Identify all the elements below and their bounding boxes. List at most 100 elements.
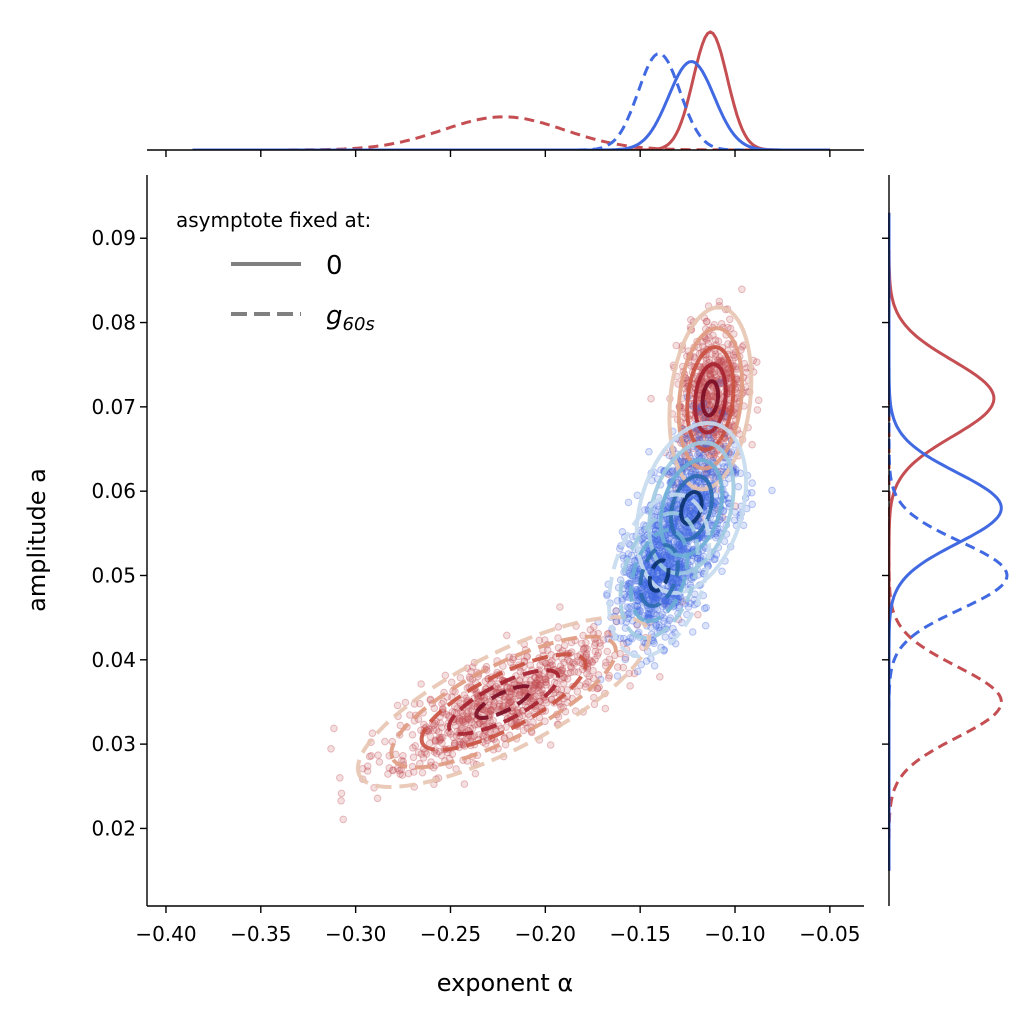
scatter-point [505, 699, 513, 708]
scatter-point [507, 687, 516, 696]
scatter-point [505, 693, 513, 702]
scatter-point [494, 685, 502, 693]
scatter-point [384, 770, 392, 778]
scatter-point [702, 356, 711, 364]
scatter-point [336, 774, 344, 782]
scatter-point [710, 448, 718, 457]
scatter-point [718, 567, 726, 576]
top-marginal-ticks [165, 150, 831, 157]
scatter-point [684, 603, 693, 611]
scatter-point [558, 666, 566, 675]
scatter-point [509, 655, 517, 664]
scatter-point [588, 657, 596, 666]
scatter-point [519, 726, 528, 735]
scatter-point [409, 753, 418, 762]
scatter-point [438, 700, 446, 708]
x-axis-label: exponent α [437, 969, 574, 997]
scatter-point [612, 607, 621, 615]
scatter-point [720, 361, 729, 369]
scatter-point [601, 704, 610, 713]
scatter-point [527, 696, 536, 705]
scatter-point [511, 689, 520, 698]
scatter-point [621, 655, 630, 664]
scatter-point [565, 657, 574, 666]
scatter-point [712, 352, 720, 361]
scatter-point [489, 716, 497, 725]
scatter-point [667, 554, 675, 563]
scatter-point [418, 768, 427, 777]
scatter-point [467, 667, 475, 676]
scatter-point [530, 686, 538, 694]
scatter-point [748, 440, 756, 449]
scatter-point [515, 677, 524, 685]
scatter-point [554, 634, 562, 642]
scatter-point [448, 750, 457, 759]
scatter-point [702, 317, 711, 326]
scatter-point [634, 667, 642, 676]
scatter-point [542, 678, 550, 686]
x-tick-label: −0.25 [420, 922, 481, 946]
scatter-point [726, 315, 734, 324]
scatter-point [613, 672, 622, 680]
scatter-point [460, 780, 469, 788]
scatter-point [516, 688, 525, 696]
scatter-point [526, 676, 535, 685]
scatter-point [464, 707, 473, 716]
scatter-point [417, 750, 426, 758]
scatter-point [719, 440, 728, 449]
scatter-point [694, 610, 702, 619]
scatter-point [626, 682, 634, 690]
scatter-point [459, 712, 468, 720]
scatter-point [581, 644, 590, 652]
scatter-point [541, 675, 549, 683]
scatter-point [503, 683, 512, 691]
scatter-point [526, 661, 535, 670]
x-tick-label: −0.35 [230, 922, 291, 946]
scatter-point [616, 649, 624, 658]
scatter-point [754, 396, 763, 405]
scatter-point [703, 336, 711, 344]
scatter-point [651, 507, 660, 516]
scatter-point [426, 732, 435, 741]
scatter-point [588, 658, 597, 667]
scatter-point [570, 668, 579, 676]
scatter-point [486, 710, 495, 719]
scatter-point [404, 769, 413, 778]
scatter-point [422, 750, 431, 758]
scatter-point [365, 752, 374, 761]
scatter-point [686, 506, 694, 515]
scatter-point [688, 628, 697, 636]
scatter-point [738, 285, 746, 294]
scatter-point [742, 368, 751, 377]
scatter-point [466, 715, 474, 724]
scatter-point [470, 702, 479, 711]
scatter-point [558, 665, 567, 673]
scatter-point [363, 767, 372, 775]
scatter-point [461, 715, 470, 724]
scatter-point [548, 661, 557, 669]
scatter-point [529, 694, 537, 703]
scatter-point [714, 337, 723, 346]
scatter-point [687, 316, 695, 324]
scatter-point [535, 681, 543, 689]
scatter-point [560, 641, 569, 650]
scatter-point [675, 540, 684, 549]
scatter-point [611, 651, 619, 660]
scatter-point [710, 371, 719, 379]
scatter-point [596, 639, 604, 647]
scatter-point [472, 688, 481, 696]
scatter-point [566, 668, 575, 677]
scatter-point [399, 752, 407, 760]
scatter-point [417, 680, 425, 688]
scatter-point [457, 716, 466, 725]
scatter-point [495, 696, 504, 705]
scatter-point [748, 479, 757, 487]
y-axis-label: amplitude a [23, 468, 51, 612]
scatter-point [582, 680, 590, 688]
scatter-point [704, 397, 712, 405]
scatter-point [464, 715, 472, 723]
scatter-point [715, 353, 724, 362]
right-marginal-curve [888, 212, 1003, 871]
scatter-point [591, 647, 600, 656]
scatter-point [542, 698, 551, 707]
